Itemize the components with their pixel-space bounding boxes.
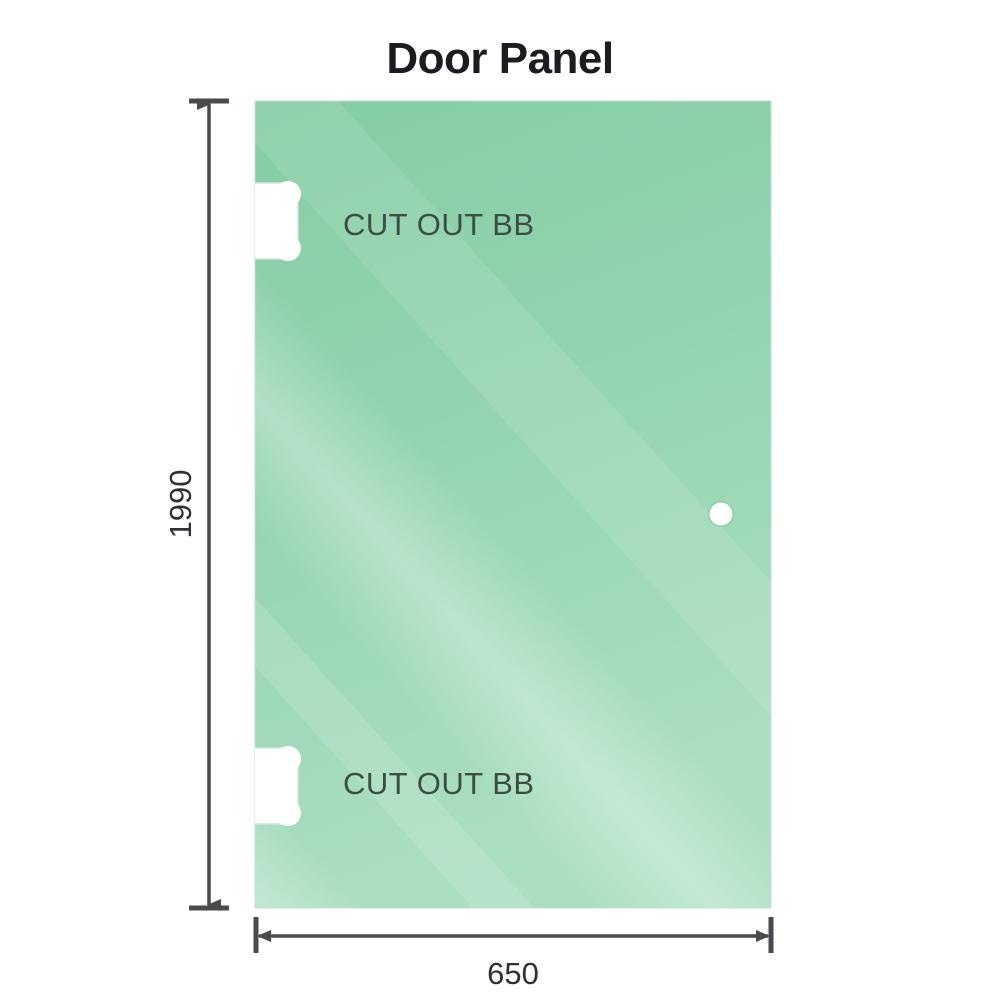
- width-dimension-label: 650: [487, 956, 539, 991]
- height-dimension: 1990: [163, 98, 229, 911]
- page-title: Door Panel: [386, 34, 614, 83]
- cutout-bottom-label: CUT OUT BB: [343, 766, 535, 801]
- cutout-bottom-shape: [255, 746, 301, 826]
- handle-hole: [708, 501, 734, 527]
- width-dimension: 650: [253, 917, 774, 991]
- height-dimension-label: 1990: [163, 470, 198, 539]
- cutout-top-shape: [255, 181, 301, 261]
- cutout-top-label: CUT OUT BB: [343, 207, 535, 242]
